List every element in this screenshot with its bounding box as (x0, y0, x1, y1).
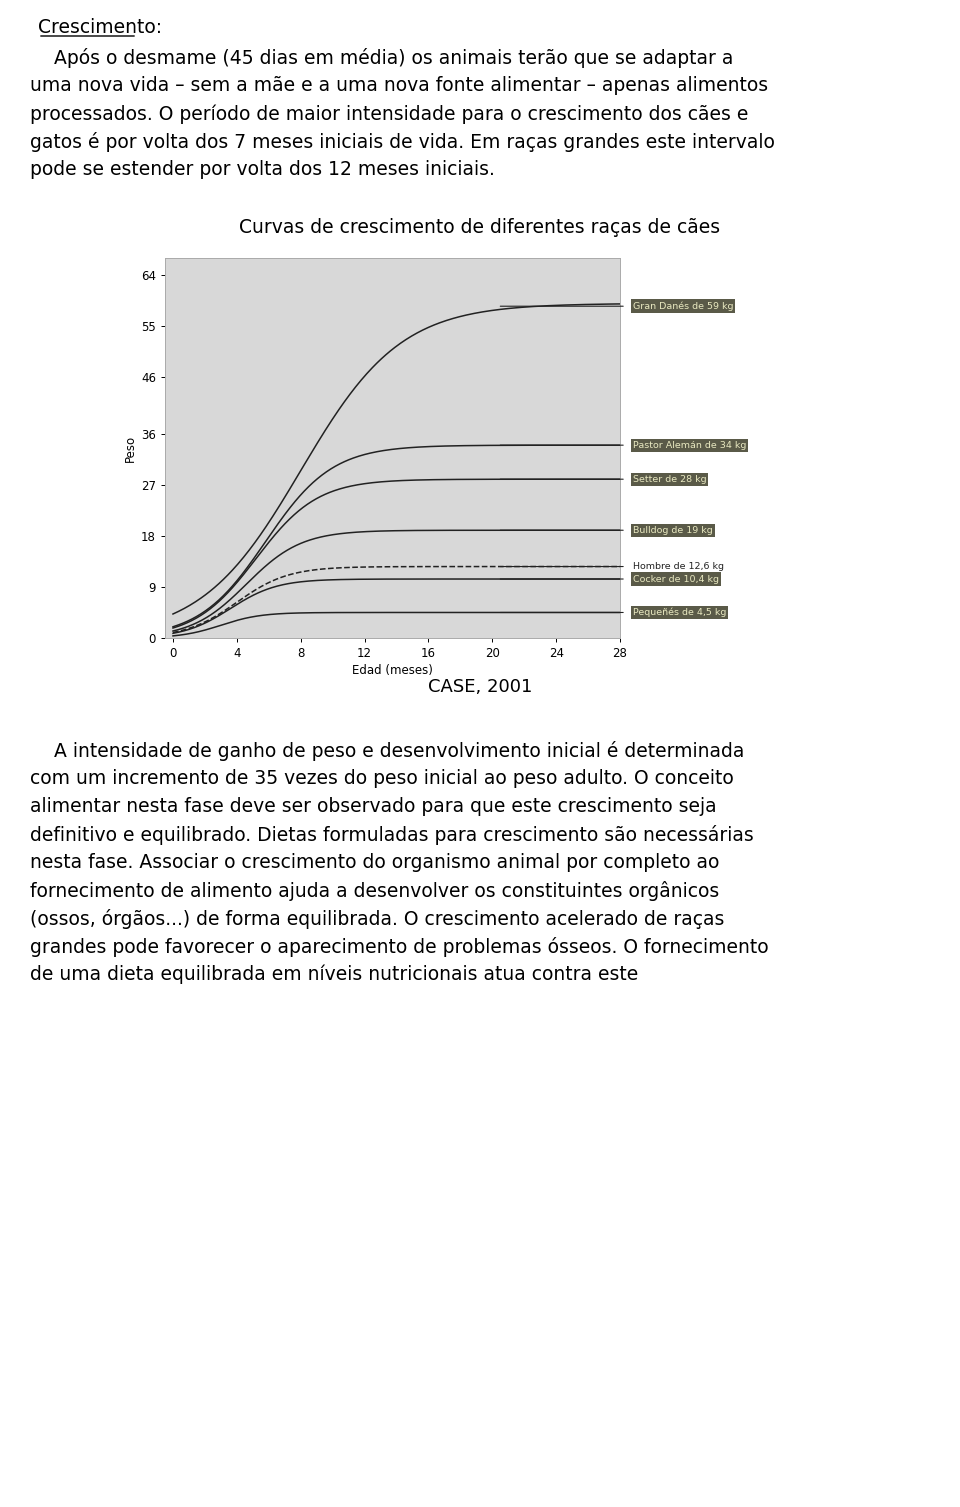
Text: Gran Danés de 59 kg: Gran Danés de 59 kg (633, 301, 733, 310)
Text: uma nova vida – sem a mãe e a uma nova fonte alimentar – apenas alimentos: uma nova vida – sem a mãe e a uma nova f… (30, 75, 768, 95)
Text: definitivo e equilibrado. Dietas formuladas para crescimento são necessárias: definitivo e equilibrado. Dietas formula… (30, 824, 754, 845)
Text: Pequeñés de 4,5 kg: Pequeñés de 4,5 kg (633, 607, 726, 618)
Text: Curvas de crescimento de diferentes raças de cães: Curvas de crescimento de diferentes raça… (239, 219, 721, 237)
Text: pode se estender por volta dos 12 meses iniciais.: pode se estender por volta dos 12 meses … (30, 160, 494, 179)
X-axis label: Edad (meses): Edad (meses) (352, 665, 433, 677)
Text: processados. O período de maior intensidade para o crescimento dos cães e: processados. O período de maior intensid… (30, 104, 749, 124)
Text: Pastor Alemán de 34 kg: Pastor Alemán de 34 kg (633, 440, 746, 449)
Text: CASE, 2001: CASE, 2001 (428, 678, 532, 696)
Text: alimentar nesta fase deve ser observado para que este crescimento seja: alimentar nesta fase deve ser observado … (30, 797, 716, 815)
Text: Hombre de 12,6 kg: Hombre de 12,6 kg (633, 562, 724, 571)
Text: Bulldog de 19 kg: Bulldog de 19 kg (633, 526, 712, 535)
Text: grandes pode favorecer o aparecimento de problemas ósseos. O fornecimento: grandes pode favorecer o aparecimento de… (30, 937, 769, 957)
Text: Crescimento:: Crescimento: (38, 18, 162, 38)
Text: gatos é por volta dos 7 meses iniciais de vida. Em raças grandes este intervalo: gatos é por volta dos 7 meses iniciais d… (30, 133, 775, 152)
Text: nesta fase. Associar o crescimento do organismo animal por completo ao: nesta fase. Associar o crescimento do or… (30, 853, 719, 873)
Text: Cocker de 10,4 kg: Cocker de 10,4 kg (633, 574, 719, 583)
Text: Após o desmame (45 dias em média) os animais terão que se adaptar a: Após o desmame (45 dias em média) os ani… (30, 48, 733, 68)
Text: fornecimento de alimento ajuda a desenvolver os constituintes orgânicos: fornecimento de alimento ajuda a desenvo… (30, 882, 719, 901)
Text: A intensidade de ganho de peso e desenvolvimento inicial é determinada: A intensidade de ganho de peso e desenvo… (30, 741, 744, 761)
Text: de uma dieta equilibrada em níveis nutricionais atua contra este: de uma dieta equilibrada em níveis nutri… (30, 964, 638, 984)
Text: (ossos, órgãos...) de forma equilibrada. O crescimento acelerado de raças: (ossos, órgãos...) de forma equilibrada.… (30, 909, 725, 928)
Text: Setter de 28 kg: Setter de 28 kg (633, 475, 707, 484)
Text: com um incremento de 35 vezes do peso inicial ao peso adulto. O conceito: com um incremento de 35 vezes do peso in… (30, 769, 733, 788)
Y-axis label: Peso: Peso (124, 434, 137, 461)
